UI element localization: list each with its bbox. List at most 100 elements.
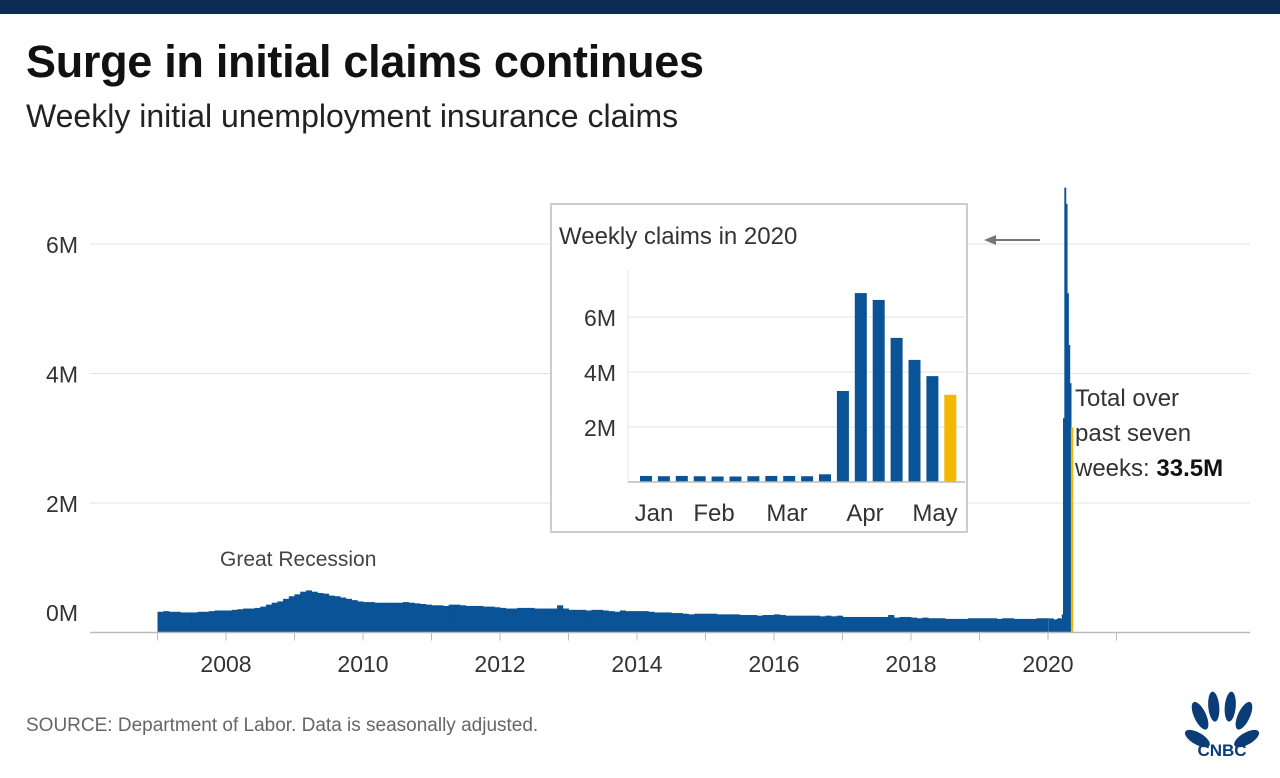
bar xyxy=(945,618,952,633)
bar xyxy=(1002,618,1009,633)
bar xyxy=(791,615,798,633)
bar xyxy=(488,606,495,633)
inset-bar xyxy=(836,390,849,482)
bar xyxy=(911,617,918,633)
inset-bar xyxy=(908,359,921,482)
bar xyxy=(871,616,878,633)
bar xyxy=(682,613,689,633)
inset-bar xyxy=(926,376,939,482)
bar xyxy=(671,613,678,633)
bar xyxy=(391,602,398,633)
inset-bar xyxy=(819,474,831,482)
bar xyxy=(734,614,741,633)
bar xyxy=(374,602,381,633)
bar xyxy=(482,606,489,633)
bar xyxy=(368,602,375,633)
inset-bar xyxy=(783,475,796,482)
bar xyxy=(408,602,415,633)
bar xyxy=(1042,618,1049,633)
bar xyxy=(762,615,769,633)
bar xyxy=(437,605,444,633)
bar xyxy=(420,604,427,633)
bar xyxy=(1025,618,1032,633)
bar xyxy=(551,608,558,633)
bar xyxy=(933,618,940,633)
bar xyxy=(648,611,655,633)
bar xyxy=(397,602,404,633)
x-tick-label: 2014 xyxy=(611,651,662,677)
bar xyxy=(859,616,866,633)
bar xyxy=(574,609,581,633)
bar xyxy=(711,613,718,633)
bar xyxy=(1056,618,1059,633)
inset-y-tick-label: 6M xyxy=(584,305,616,331)
bar xyxy=(545,608,552,633)
bar xyxy=(402,602,410,633)
bar xyxy=(922,617,929,633)
bar xyxy=(751,615,758,633)
bar xyxy=(899,616,906,633)
bar xyxy=(813,615,821,633)
bar xyxy=(985,618,992,633)
bar xyxy=(243,608,250,633)
x-tick-label: 2020 xyxy=(1022,651,1073,677)
bar xyxy=(500,607,507,633)
bar xyxy=(796,615,803,633)
inset-bar xyxy=(693,476,706,482)
bar xyxy=(442,605,450,633)
bar xyxy=(716,614,724,633)
bar xyxy=(448,604,455,633)
bar xyxy=(950,618,958,633)
bar xyxy=(956,618,963,633)
bar xyxy=(562,608,569,633)
bar xyxy=(1066,293,1069,633)
inset-bar xyxy=(711,476,724,482)
cnbc-logo: CNBC xyxy=(1184,691,1260,760)
top-bar xyxy=(0,0,1280,14)
bar xyxy=(231,609,238,633)
bar xyxy=(916,618,923,633)
inset-bar xyxy=(801,476,814,482)
inset-bar xyxy=(747,476,760,482)
bar xyxy=(197,611,204,633)
bar xyxy=(363,602,370,633)
bar xyxy=(979,618,986,633)
y-tick-label: 0M xyxy=(46,600,78,626)
inset-bar xyxy=(729,476,742,482)
bar xyxy=(665,612,672,633)
bar xyxy=(1008,618,1015,633)
bar xyxy=(882,616,889,633)
bar xyxy=(425,604,432,633)
bar xyxy=(237,609,244,633)
y-tick-label: 4M xyxy=(46,362,78,388)
bar xyxy=(1049,618,1052,633)
x-tick-label: 2010 xyxy=(337,651,388,677)
bar xyxy=(968,618,975,633)
bar xyxy=(283,598,290,633)
bar xyxy=(619,610,626,633)
bar xyxy=(208,611,215,633)
bar xyxy=(745,615,752,633)
bar xyxy=(323,593,330,633)
total-annotation-line: Total over xyxy=(1075,385,1179,412)
bar xyxy=(705,613,712,633)
inset-bar xyxy=(657,476,670,482)
bar xyxy=(802,615,809,633)
bar xyxy=(471,605,478,633)
bar xyxy=(848,616,855,633)
bar xyxy=(465,605,472,633)
bar xyxy=(779,615,786,633)
bar xyxy=(357,601,364,633)
bar xyxy=(831,616,838,633)
bar xyxy=(808,615,815,633)
bar xyxy=(1030,618,1037,633)
bar xyxy=(511,608,518,633)
bar xyxy=(614,611,621,633)
bar xyxy=(962,618,969,633)
bar xyxy=(1036,618,1043,633)
bar xyxy=(528,607,535,633)
bar xyxy=(1048,618,1051,633)
bar xyxy=(454,604,461,633)
bar xyxy=(539,608,547,633)
bar xyxy=(248,608,255,633)
